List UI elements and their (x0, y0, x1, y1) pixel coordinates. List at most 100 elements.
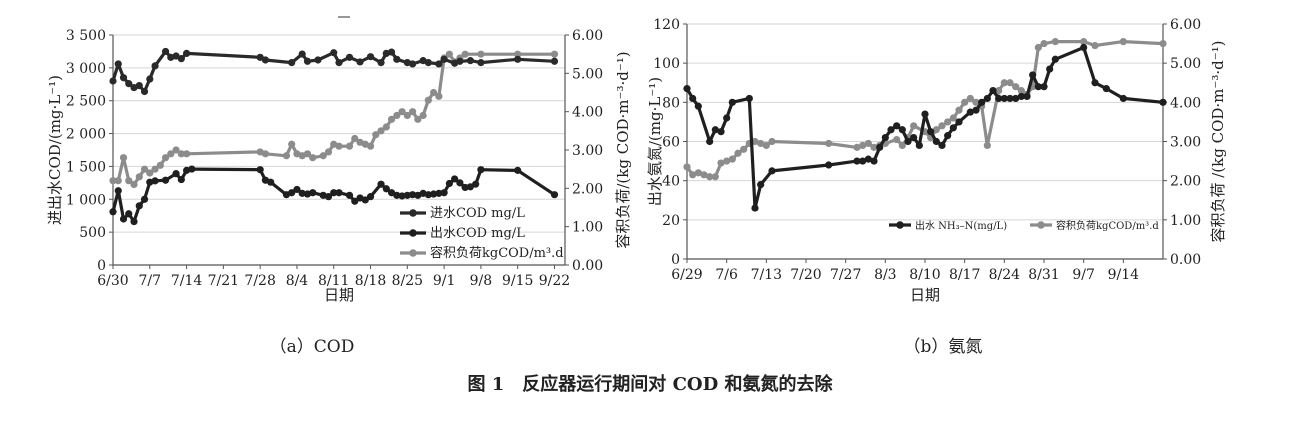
data-point (451, 175, 459, 183)
data-point (414, 115, 422, 123)
y2-tick-label: 5.00 (1170, 56, 1201, 72)
data-point (711, 173, 719, 181)
data-point (757, 180, 765, 189)
data-point (938, 122, 946, 130)
data-point (109, 177, 117, 185)
data-point (1051, 55, 1059, 63)
data-point (408, 108, 417, 116)
data-point (1000, 94, 1008, 103)
data-point (762, 141, 770, 150)
data-point (114, 177, 122, 185)
data-point (700, 171, 708, 179)
data-point (550, 57, 559, 65)
data-point (125, 210, 133, 218)
data-point (393, 191, 401, 199)
legend-label: 出水 NH₃–N(mg/L) (915, 219, 1007, 232)
data-point (182, 49, 191, 58)
y2-tick-label: 6.00 (572, 28, 603, 44)
legend-marker (409, 229, 417, 237)
data-point (1034, 43, 1042, 52)
data-point (114, 187, 122, 195)
data-point (550, 50, 559, 58)
caption-b: （b）氨氮 (903, 337, 983, 357)
data-point (966, 94, 974, 103)
data-point (949, 114, 957, 122)
data-point (345, 142, 354, 150)
data-point (335, 189, 343, 197)
y-tick-label: 500 (79, 225, 106, 241)
data-point (288, 59, 296, 67)
data-point (435, 92, 443, 100)
data-point (734, 149, 742, 157)
x-tick-label: 7/7 (139, 273, 162, 289)
legend-label: 容积负荷kgCOD/m³.d (430, 245, 564, 261)
data-point (130, 218, 138, 226)
data-point (995, 86, 1003, 95)
legend-marker (896, 221, 904, 229)
data-point (978, 98, 986, 106)
series-line (685, 39, 1164, 179)
data-point (723, 157, 731, 165)
data-point (723, 114, 731, 122)
data-point (864, 155, 872, 163)
data-point (955, 106, 963, 114)
data-point (351, 197, 359, 205)
data-point (1102, 85, 1110, 93)
data-point (440, 55, 448, 63)
data-point (408, 191, 417, 199)
data-point (382, 123, 390, 131)
data-point (1006, 79, 1014, 87)
data-point (910, 122, 918, 130)
data-point (1023, 92, 1031, 101)
data-point (146, 75, 154, 83)
data-point (689, 171, 697, 179)
data-point (324, 193, 333, 201)
y-tick-label: 3 000 (66, 61, 106, 77)
y2-tick-label: 1.00 (572, 220, 603, 236)
x-tick-label: 9/7 (1072, 267, 1095, 283)
data-point (514, 55, 522, 63)
data-point (898, 141, 906, 150)
data-point (366, 142, 375, 150)
data-point (303, 150, 312, 158)
y2-tick-label: 4.00 (1170, 95, 1201, 111)
data-point (1012, 83, 1020, 91)
data-point (1080, 38, 1088, 46)
data-point (1017, 86, 1025, 95)
y-tick-label: 80 (662, 95, 680, 111)
data-point (146, 169, 154, 177)
data-point (372, 131, 380, 139)
y-tick-label: 2 500 (66, 94, 106, 110)
data-point (261, 150, 270, 158)
data-point (135, 82, 143, 90)
data-point (472, 180, 480, 188)
data-point (1000, 79, 1008, 87)
y2-tick-label: 5.00 (572, 66, 603, 82)
data-point (550, 191, 559, 199)
data-point (1040, 83, 1048, 91)
data-point (356, 58, 364, 66)
x-tick-label: 7/14 (171, 273, 203, 289)
data-point (424, 191, 432, 199)
data-point (466, 57, 474, 65)
data-point (961, 98, 969, 106)
y-tick-label: 120 (653, 17, 680, 33)
x-tick-label: 7/28 (244, 273, 275, 289)
x-tick-label: 9/8 (470, 273, 493, 289)
data-point (151, 62, 159, 70)
data-point (932, 126, 940, 134)
data-point (377, 180, 385, 188)
data-point (893, 135, 901, 144)
data-point (477, 59, 485, 67)
data-point (161, 154, 170, 162)
data-point (932, 137, 940, 146)
data-point (393, 55, 401, 63)
data-point (728, 98, 736, 106)
data-point (387, 48, 396, 56)
x-tick-label: 7/13 (751, 267, 782, 283)
x-axis-title: 日期 (324, 286, 354, 304)
y2-tick-label: 2.00 (572, 181, 603, 197)
data-point (972, 98, 980, 106)
legend-label: 容积负荷kgCOD/m³.d (1056, 219, 1159, 232)
data-point (156, 161, 164, 169)
